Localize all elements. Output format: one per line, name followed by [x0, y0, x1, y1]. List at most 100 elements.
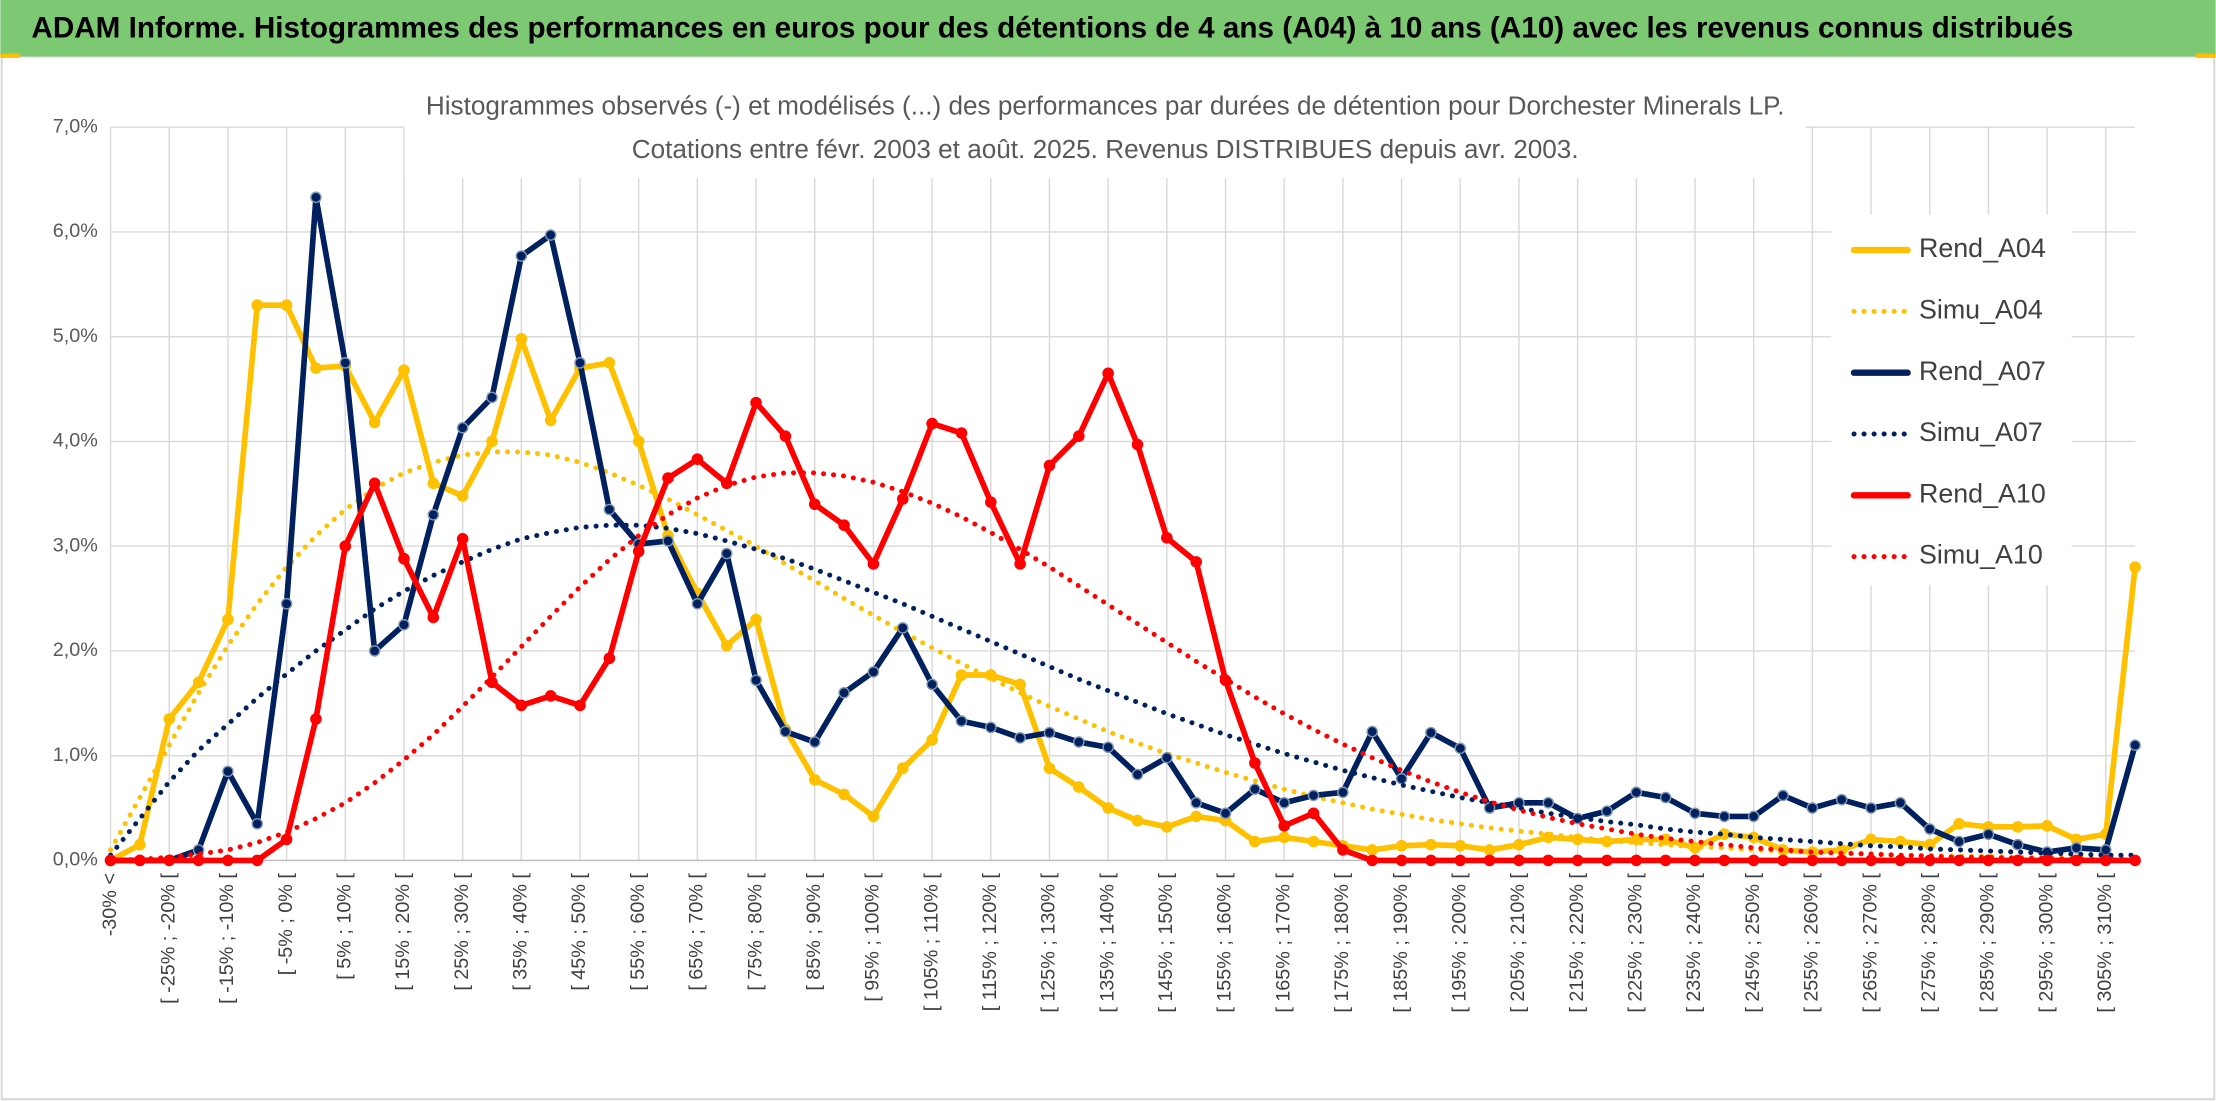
x-tick-label: [ 25% ; 30% [: [451, 873, 473, 991]
data-point: [544, 229, 557, 241]
data-point: [1747, 854, 1760, 867]
data-point: [1865, 802, 1877, 814]
x-tick-label: [ 75% ; 80% [: [744, 873, 766, 991]
data-point: [1043, 762, 1056, 775]
data-point: [1454, 839, 1467, 852]
data-point: [310, 191, 322, 204]
title-box: [404, 84, 1806, 179]
y-tick-label: 6,0%: [53, 220, 98, 242]
data-point: [1953, 835, 1965, 848]
data-point: [1043, 726, 1056, 739]
legend-label: Simu_A07: [1919, 417, 2043, 447]
data-point: [1190, 810, 1202, 823]
series-line: [108, 449, 2138, 861]
legend-box: [1831, 214, 2072, 585]
data-point: [1542, 854, 1555, 867]
data-point: [1249, 783, 1261, 795]
data-point: [222, 854, 234, 867]
data-point: [486, 391, 498, 404]
x-tick-label: [ 295% ; 300% [: [2035, 873, 2057, 1013]
data-point: [427, 508, 440, 521]
data-point: [1307, 835, 1320, 848]
x-tick-label: [ 155% ; 160% [: [1214, 873, 1236, 1013]
data-point: [310, 713, 322, 725]
data-point: [867, 666, 880, 678]
data-point: [515, 332, 528, 345]
data-point: [486, 435, 498, 448]
data-point: [1131, 814, 1144, 827]
data-point: [1102, 367, 1114, 380]
data-point: [838, 519, 850, 531]
data-point: [134, 838, 146, 851]
data-point: [1014, 732, 1026, 744]
data-point: [691, 597, 704, 610]
data-point: [1161, 751, 1173, 764]
data-point: [1777, 854, 1789, 867]
data-point: [1190, 556, 1202, 568]
data-point: [1366, 844, 1379, 856]
data-point: [720, 547, 733, 560]
data-point: [1366, 725, 1379, 738]
data-point: [251, 854, 264, 867]
data-point: [1337, 786, 1349, 799]
data-point: [1395, 772, 1408, 785]
data-point: [632, 545, 645, 558]
data-point: [750, 674, 762, 687]
data-point: [1249, 757, 1261, 769]
x-tick-label: [ 225% ; 230% [: [1625, 873, 1647, 1013]
data-point: [456, 490, 469, 502]
data-point: [280, 597, 293, 610]
data-point: [1278, 831, 1291, 844]
data-point: [2011, 821, 2024, 833]
data-point: [632, 435, 645, 448]
y-tick-label: 7,0%: [53, 115, 98, 137]
data-point: [603, 503, 616, 516]
legend-label: Rend_A04: [1919, 233, 2046, 263]
data-point: [1337, 844, 1349, 856]
series-line: [107, 194, 2138, 864]
data-point: [1073, 736, 1085, 748]
data-point: [896, 762, 909, 775]
data-point: [2041, 820, 2053, 832]
data-point: [1395, 839, 1408, 852]
data-point: [985, 496, 997, 508]
legend: Rend_A04 Simu_A04 Rend_A07 Simu_A07 Rend_A10…: [1850, 233, 2046, 570]
legend-label: Simu_A04: [1919, 294, 2043, 324]
x-tick-label: [ 165% ; 170% [: [1272, 873, 1294, 1013]
x-tick-label: [ 285% ; 290% [: [1977, 873, 1999, 1013]
data-point: [398, 552, 410, 565]
data-point: [1395, 854, 1408, 867]
data-point: [339, 540, 352, 552]
x-tick-label: -30% <: [99, 873, 121, 936]
data-point: [603, 652, 616, 665]
data-point: [1102, 741, 1114, 754]
data-point: [368, 477, 381, 490]
data-point: [779, 725, 792, 738]
data-point: [1278, 820, 1291, 832]
data-point: [1425, 854, 1437, 867]
data-point: [1689, 854, 1701, 867]
x-tick-label: [ 125% ; 130% [: [1038, 873, 1060, 1013]
header-bar: [0, 0, 2216, 57]
data-point: [1982, 828, 1995, 841]
header-title: ADAM Informe. Histogrammes des performan…: [31, 11, 2073, 44]
grid: 0,0% 1,0% 2,0% 3,0% 4,0% 5,0% 6,0% 7,0% -30% < [ …: [53, 115, 2136, 1013]
data-point: [955, 669, 968, 681]
data-point: [1102, 802, 1114, 814]
data-point: [1425, 838, 1437, 851]
data-point: [603, 357, 616, 369]
data-point: [1777, 789, 1789, 802]
data-point: [1366, 854, 1379, 867]
data-point: [1689, 807, 1701, 820]
data-point: [1659, 791, 1672, 804]
data-point: [1073, 781, 1085, 793]
data-point: [1131, 768, 1144, 781]
data-point: [222, 613, 234, 626]
data-point: [750, 396, 762, 409]
data-point: [662, 472, 674, 484]
x-tick-label: [ 65% ; 70% [: [686, 873, 708, 991]
data-point: [368, 416, 381, 429]
data-point: [1307, 789, 1320, 802]
data-point: [2070, 842, 2083, 854]
